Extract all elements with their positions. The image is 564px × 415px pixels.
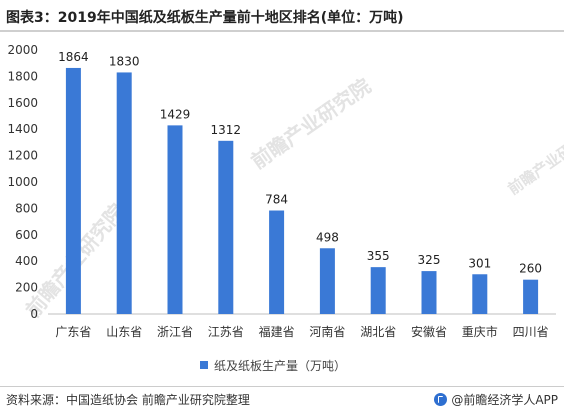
bar: [167, 125, 183, 314]
brand-logo-icon: [434, 393, 448, 406]
legend: 纸及纸板生产量（万吨）: [200, 357, 346, 373]
bar-chart: 0 200 400 600 800 1000 1200 1400 1600 1800 2000 186…: [7, 43, 556, 339]
x-tick-label: 广东省: [55, 325, 91, 339]
source-text: 资料来源：中国造纸协会 前瞻产业研究院整理: [6, 393, 250, 407]
y-tick-label: 2000: [7, 43, 38, 57]
y-tick-label: 1600: [7, 96, 38, 110]
y-tick-label: 1200: [7, 149, 38, 163]
x-tick-label: 重庆市: [462, 324, 498, 339]
y-tick-label: 200: [15, 281, 38, 295]
data-label: 325: [418, 253, 441, 267]
bar: [421, 271, 437, 314]
title-bar: 图表3：2019年中国纸及纸板生产量前十地区排名(单位：万吨): [0, 0, 564, 32]
x-tick-label: 河南省: [309, 324, 345, 339]
brand: @前瞻经济学人APP: [434, 391, 558, 408]
data-label: 498: [316, 230, 339, 244]
data-label: 301: [468, 256, 491, 270]
data-label: 1429: [160, 107, 191, 121]
y-tick-label: 0: [30, 307, 38, 321]
x-tick-label: 浙江省: [157, 325, 193, 339]
y-tick-label: 800: [15, 201, 38, 215]
data-label: 1864: [58, 50, 89, 64]
y-tick-label: 600: [15, 228, 38, 242]
brand-text: @前瞻经济学人APP: [451, 393, 558, 407]
bar: [65, 67, 81, 314]
data-label: 1312: [211, 123, 242, 137]
y-tick-label: 1000: [7, 175, 38, 189]
bar: [116, 72, 132, 314]
bar: [523, 279, 539, 314]
x-tick-label: 山东省: [106, 325, 142, 339]
chart-area: 0 200 400 600 800 1000 1200 1400 1600 1800 2000 186…: [0, 36, 564, 348]
x-tick-label: 安徽省: [411, 324, 447, 339]
data-label: 1830: [109, 54, 140, 68]
legend-label: 纸及纸板生产量（万吨）: [214, 358, 347, 373]
y-tick-label: 1800: [7, 69, 38, 83]
bar: [269, 210, 285, 314]
chart-title: 图表3：2019年中国纸及纸板生产量前十地区排名(单位：万吨): [6, 10, 404, 26]
y-tick-label: 1400: [7, 122, 38, 136]
footer: 资料来源：中国造纸协会 前瞻产业研究院整理 @前瞻经济学人APP: [0, 386, 564, 410]
bar: [218, 140, 234, 314]
data-label: 355: [367, 249, 390, 263]
y-tick-label: 400: [15, 254, 38, 268]
x-tick-label: 福建省: [259, 324, 295, 339]
data-label: 784: [265, 193, 288, 207]
bar: [370, 267, 386, 314]
bar: [319, 248, 335, 314]
x-tick-label: 江苏省: [208, 325, 244, 339]
data-label: 260: [519, 262, 542, 276]
bar: [472, 274, 488, 314]
legend-swatch: [200, 361, 208, 369]
x-tick-label: 湖北省: [360, 324, 396, 339]
x-tick-label: 四川省: [513, 325, 549, 339]
